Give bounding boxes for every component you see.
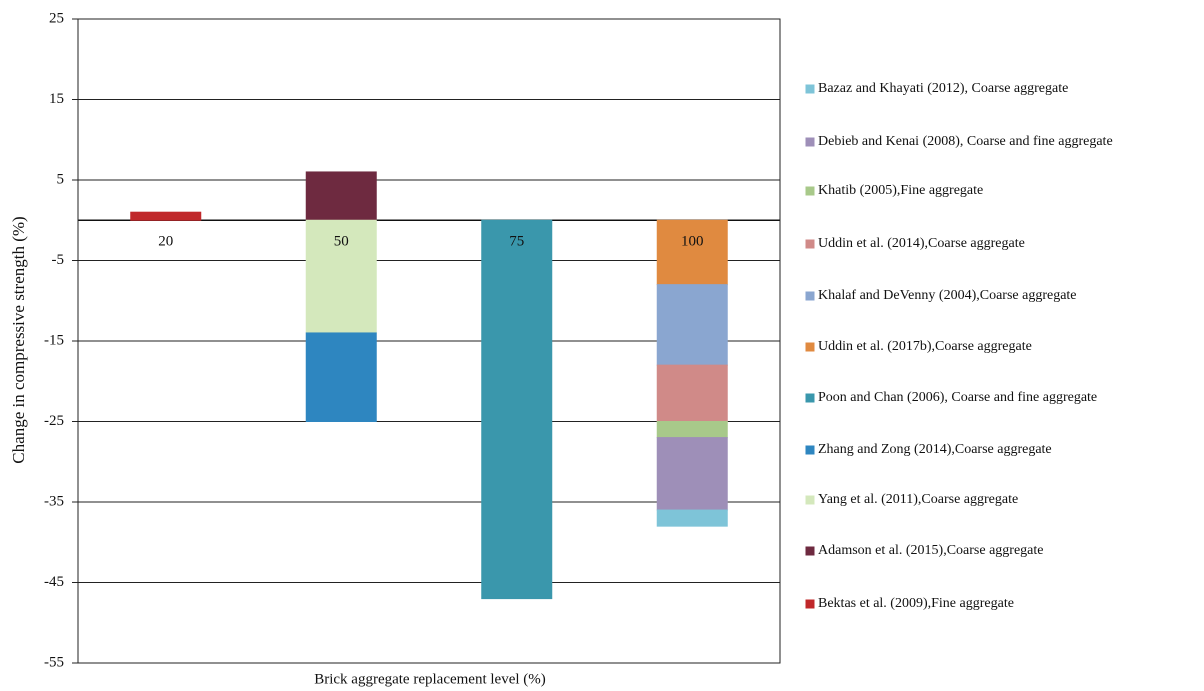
legend-label: Yang et al. (2011),Coarse aggregate — [818, 492, 1018, 507]
bar-segment — [656, 421, 728, 439]
legend-label: Poon and Chan (2006), Coarse and fine ag… — [818, 390, 1097, 405]
y-tick-label: 15 — [49, 91, 64, 107]
legend-label: Bazaz and Khayati (2012), Coarse aggrega… — [818, 81, 1068, 96]
x-tick-label: 20 — [158, 234, 173, 250]
y-axis-title: Change in compressive strength (%) — [9, 216, 28, 463]
y-tick-label: -35 — [44, 493, 64, 509]
legend-swatch — [805, 186, 815, 196]
y-tick-label: 25 — [49, 10, 64, 26]
legend-swatch — [805, 445, 815, 455]
bar-segment — [130, 211, 202, 221]
legend-swatch — [805, 599, 815, 609]
plot-frame — [77, 18, 781, 664]
y-tick-label: -5 — [52, 252, 65, 268]
legend-swatch — [805, 495, 815, 505]
legend-label: Adamson et al. (2015),Coarse aggregate — [818, 543, 1043, 558]
bar-segment — [305, 171, 377, 221]
legend-swatch — [805, 84, 815, 94]
bar-segment — [656, 509, 728, 527]
x-axis-title: Brick aggregate replacement level (%) — [314, 671, 546, 687]
legend-label: Bektas et al. (2009),Fine aggregate — [818, 596, 1014, 611]
legend-label: Zhang and Zong (2014),Coarse aggregate — [818, 442, 1052, 457]
legend-label: Khalaf and DeVenny (2004),Coarse aggrega… — [818, 288, 1077, 303]
y-tick-label: -15 — [44, 332, 64, 348]
y-tick-label: -25 — [44, 413, 64, 429]
bar-segment — [656, 219, 728, 286]
y-tick-label: -45 — [44, 574, 64, 590]
bar-segment — [481, 219, 553, 600]
legend-label: Khatib (2005),Fine aggregate — [818, 183, 983, 198]
legend-swatch — [805, 546, 815, 556]
legend-label: Debieb and Kenai (2008), Coarse and fine… — [818, 134, 1113, 149]
legend-label: Uddin et al. (2014),Coarse aggregate — [818, 236, 1025, 251]
bar-segment — [656, 284, 728, 366]
x-tick-label: 75 — [509, 234, 524, 250]
legend-label: Uddin et al. (2017b),Coarse aggregate — [818, 339, 1032, 354]
legend-swatch — [805, 291, 815, 301]
legend-swatch — [805, 393, 815, 403]
legend-swatch — [805, 137, 815, 147]
y-tick-label: 5 — [57, 171, 65, 187]
bar-segment — [656, 437, 728, 511]
bar-segment — [305, 332, 377, 423]
y-tick-label: -55 — [44, 654, 64, 670]
legend-swatch — [805, 239, 815, 249]
x-tick-label: 50 — [334, 234, 349, 250]
legend-swatch — [805, 342, 815, 352]
x-tick-label: 100 — [681, 234, 704, 250]
bar-segment — [656, 364, 728, 422]
